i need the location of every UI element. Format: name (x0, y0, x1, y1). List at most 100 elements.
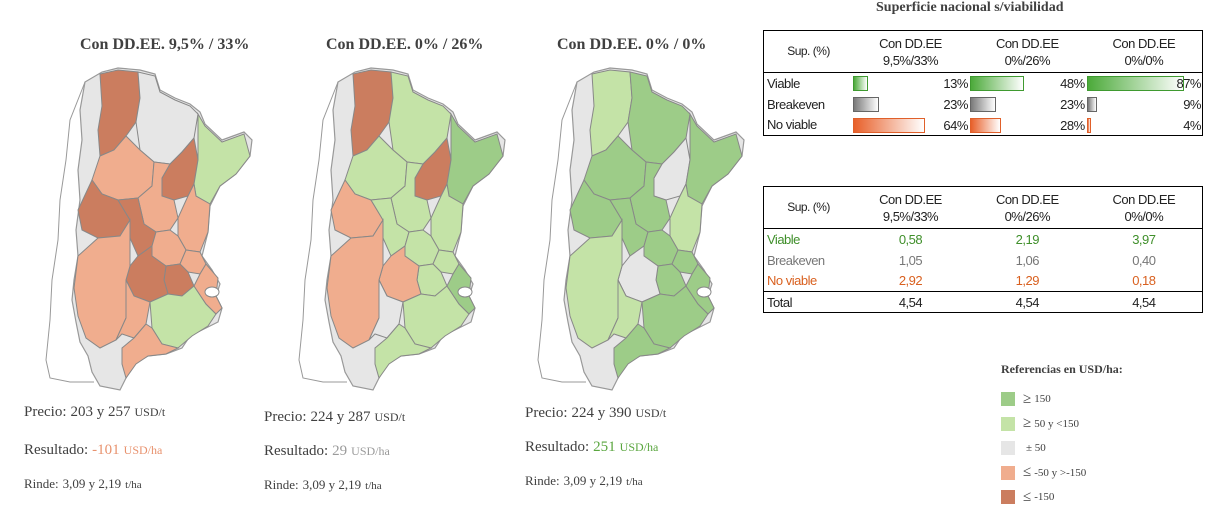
resultado-3: Resultado: 251 USD/ha (525, 439, 659, 455)
argentina-map-3 (537, 67, 745, 391)
rinde-3: Rinde: 3,09 y 2,19 t/ha (525, 473, 643, 488)
bar-viable-1 (853, 76, 868, 91)
table1-row-viable: Viable 13% 48% 87% (764, 73, 1203, 94)
precio-1: Precio: 203 y 257 USD/t (24, 404, 166, 420)
bar-no-viable-1 (853, 117, 925, 133)
row-label: Viable (767, 231, 800, 247)
precio-2: Precio: 224 y 287 USD/t (264, 409, 406, 425)
bar-viable-3 (1086, 76, 1185, 91)
precio-3: Precio: 224 y 390 USD/t (525, 405, 667, 421)
river-estuary (696, 286, 712, 298)
map-region (669, 182, 703, 253)
legend-item-le150: ≤ -150 (1001, 485, 1123, 510)
row-label: No viable (767, 117, 817, 133)
pct-label: 28% (1060, 117, 1085, 133)
value-cell: 1,06 (1015, 252, 1040, 268)
resultado-2: Resultado: 29 USD/ha (264, 443, 390, 459)
row-label: Total (767, 294, 792, 310)
map-region (446, 112, 504, 205)
row-label: Viable (767, 75, 800, 91)
viability-percent-table: Sup. (%) Con DD.EE 9,5%/33% Con DD.EE 0%/2… (763, 30, 1203, 136)
row-label: Breakeven (767, 96, 825, 112)
legend-item-pm50: ± 50 (1001, 436, 1123, 461)
bar-no-viable-2 (969, 117, 1002, 133)
country-border (45, 81, 94, 383)
river-estuary (457, 286, 473, 298)
legend-title: Referencias en USD/ha: (1001, 362, 1123, 376)
value-cell: 1,29 (968, 270, 1086, 292)
value-cell: 0,18 (1085, 270, 1203, 292)
country-border (298, 81, 347, 383)
table2-col-header: Con DD.EE 9,5%/33% (852, 186, 969, 229)
pct-label: 87% (1176, 76, 1201, 91)
table1-row-breakeven: Breakeven 23% 23% 9% (764, 94, 1203, 115)
table2-row-no-viable: No viable 2,92 1,29 0,18 (763, 270, 1203, 292)
bar-viable-2 (969, 76, 1024, 91)
map-region (177, 182, 211, 253)
river-estuary (204, 286, 220, 298)
bar-breakeven-3 (1086, 96, 1097, 112)
legend-swatch (1001, 392, 1015, 407)
table2-col-header: Con DD.EE 0%/0% (1085, 186, 1203, 229)
value-cell: 2,92 (852, 270, 969, 292)
map-region (137, 161, 179, 233)
pct-label: 23% (943, 96, 968, 112)
legend-swatch (1001, 441, 1015, 456)
map-region (629, 161, 671, 233)
bar-breakeven-2 (969, 96, 996, 112)
table1-title: Superficie nacional s/viabilidad (876, 0, 1064, 15)
map-title-1: Con DD.EE. 9,5% / 33% (80, 36, 250, 53)
rinde-1: Rinde: 3,09 y 2,19 t/ha (24, 476, 142, 491)
table1-row-no-viable: No viable 64% 28% 4% (764, 115, 1203, 136)
pct-label: 4% (1183, 117, 1201, 133)
map-title-2: Con DD.EE. 0% / 26% (326, 36, 484, 53)
bar-no-viable-3 (1086, 117, 1092, 133)
row-label: Breakeven (767, 252, 825, 268)
table2-col-header: Con DD.EE 0%/26% (968, 186, 1086, 229)
table1-col-header: Con DD.EE 9,5%/33% (852, 30, 969, 73)
map-region (193, 112, 251, 205)
value-cell: 3,97 (1132, 231, 1156, 247)
table1-col-header: Con DD.EE 0%/26% (968, 30, 1086, 73)
legend-swatch (1001, 416, 1015, 431)
legend: Referencias en USD/ha: ≥150 ≥50 y <150 ±… (1001, 362, 1123, 510)
pct-label: 48% (1060, 76, 1085, 91)
resultado-1: Resultado: -101 USD/ha (24, 442, 163, 458)
legend-swatch (1001, 465, 1015, 480)
table2-row-breakeven: Breakeven 1,05 1,06 0,40 (764, 250, 1203, 271)
country-border (537, 81, 586, 383)
legend-swatch (1001, 490, 1015, 505)
pct-label: 64% (943, 117, 968, 133)
value-cell: 0,40 (1132, 252, 1156, 268)
argentina-map-2 (298, 67, 506, 391)
legend-item-ge150: ≥150 (1001, 387, 1123, 412)
bar-breakeven-1 (853, 96, 879, 112)
map-region (374, 323, 433, 380)
map-region (390, 161, 432, 233)
value-cell: 4,54 (898, 294, 923, 310)
map-region (613, 323, 672, 380)
map-region (430, 182, 464, 253)
legend-item-le50: ≤ -50 y >-150 (1001, 461, 1123, 486)
value-cell: 4,54 (1015, 294, 1040, 310)
value-cell: 2,19 (1015, 231, 1040, 247)
rinde-2: Rinde: 3,09 y 2,19 t/ha (264, 477, 382, 492)
map-title-3: Con DD.EE. 0% / 0% (557, 36, 707, 53)
table1-col-header: Con DD.EE 0%/0% (1085, 30, 1203, 73)
viability-values-table: Sup. (%) Con DD.EE 9,5%/33% Con DD.EE 0%/2… (763, 186, 1203, 313)
value-cell: 0,58 (898, 231, 923, 247)
value-cell: 1,05 (898, 252, 923, 268)
table2-row-total: Total 4,54 4,54 4,54 (764, 292, 1203, 313)
table2-row-viable: Viable 0,58 2,19 3,97 (764, 229, 1203, 250)
pct-label: 23% (1060, 96, 1085, 112)
table1-header-label: Sup. (%) (763, 30, 853, 73)
map-region (685, 112, 743, 205)
value-cell: 4,54 (1132, 294, 1156, 310)
table2-header-label: Sup. (%) (763, 186, 853, 229)
pct-label: 13% (943, 76, 968, 91)
legend-item-ge50: ≥50 y <150 (1001, 412, 1123, 437)
argentina-map-1 (45, 67, 253, 391)
map-region (121, 323, 180, 380)
pct-label: 9% (1183, 96, 1201, 112)
row-label: No viable (763, 270, 853, 292)
